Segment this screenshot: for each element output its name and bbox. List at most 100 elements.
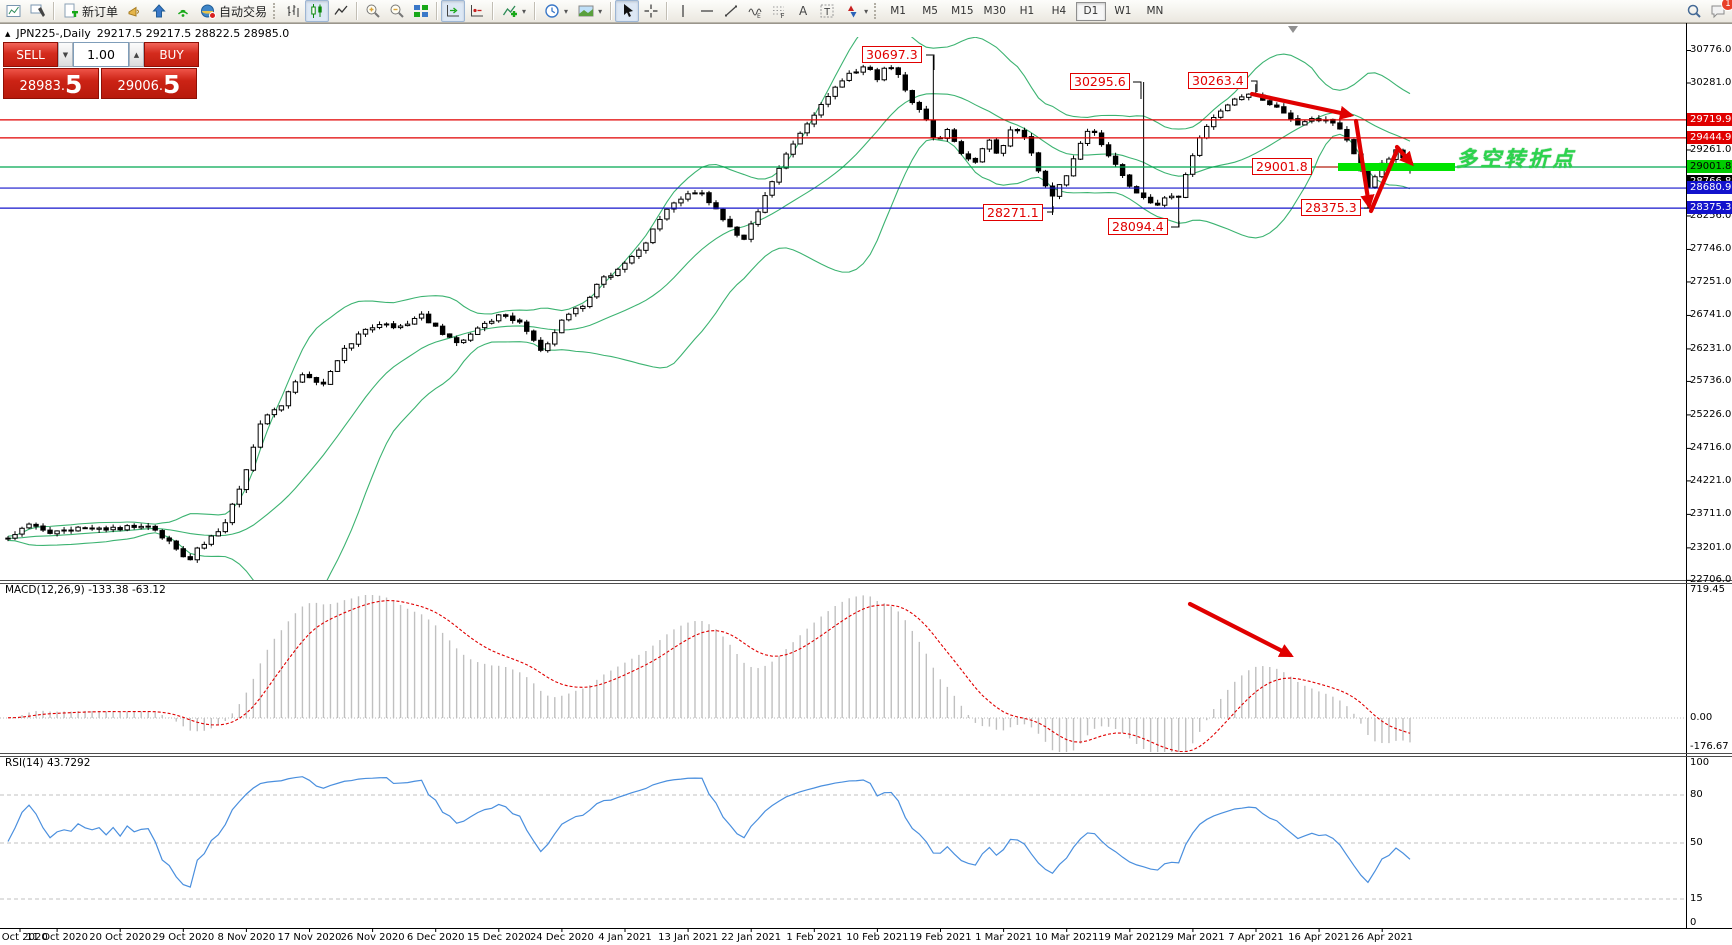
candlestick-chart-button[interactable]	[305, 0, 330, 22]
horizontal-line-tool-button[interactable]	[695, 0, 719, 22]
alerts-button[interactable]	[123, 0, 147, 22]
volume-increase-button[interactable]: ▲	[129, 42, 144, 67]
horn-icon	[128, 6, 140, 17]
period-button[interactable]: ▾	[539, 0, 573, 22]
bar-chart-button[interactable]	[281, 0, 305, 22]
publish-button[interactable]	[147, 0, 171, 22]
auto-trading-button[interactable]: 自动交易	[195, 0, 272, 22]
text-label-tool-button[interactable]: T	[815, 0, 839, 22]
auto-trading-globe-icon	[201, 4, 217, 19]
price-line-label: 29444.9	[1687, 130, 1732, 144]
chart-properties-button[interactable]	[26, 0, 50, 22]
vertical-line-tool-button[interactable]	[671, 0, 695, 22]
svg-text:E: E	[757, 13, 761, 19]
fibonacci-tool-button[interactable]: F	[767, 0, 791, 22]
collapse-triangle-icon[interactable]: ▲	[5, 29, 11, 38]
crosshair-tool-button[interactable]	[639, 0, 663, 22]
rsi-axis-label: 100	[1690, 757, 1710, 768]
auto-trading-label: 自动交易	[219, 4, 268, 19]
timeframe-button-mn[interactable]: MN	[1146, 5, 1164, 17]
ask-price-main: 29006.	[117, 79, 164, 94]
indicators-button[interactable]: ▾	[497, 0, 531, 22]
date-label: 19 Mar 2021	[1098, 932, 1162, 943]
toolbar-separator	[356, 2, 359, 20]
price-tick-label: 26741.0	[1690, 309, 1732, 321]
crosshair-icon	[644, 4, 658, 18]
price-callout-annotation: 29001.8	[1252, 158, 1312, 175]
timeframe-button-d1[interactable]: D1	[1075, 1, 1106, 21]
upload-icon	[152, 4, 166, 18]
signals-button[interactable]	[171, 0, 195, 22]
toolbar-separator	[666, 2, 669, 20]
candlestick-series	[5, 55, 1413, 563]
price-callout-annotation: 30295.6	[1070, 73, 1130, 90]
rsi-axis-label: 80	[1690, 789, 1703, 800]
bid-price-display[interactable]: 28983. 5	[3, 68, 99, 99]
date-label: 6 Dec 2020	[406, 932, 465, 943]
timeframe-button-m30[interactable]: M30	[983, 5, 1006, 17]
search-button[interactable]	[1682, 0, 1706, 22]
timeframe-button-h1[interactable]: H1	[1019, 5, 1035, 17]
date-label: 1 Feb 2021	[786, 932, 843, 943]
macd-axis-label: 719.45	[1690, 584, 1725, 595]
chart-title: ▲ JPN225-,Daily 29217.5 29217.5 28822.5 …	[5, 27, 289, 40]
auto-scroll-icon	[447, 5, 460, 17]
new-order-button[interactable]: 新订单	[58, 0, 123, 22]
main-toolbar: 新订单 自动交易 ▾ ▾ ▾ E F A T ▾	[0, 0, 1732, 23]
line-chart-icon	[334, 5, 348, 15]
timeframe-button-m1[interactable]: M1	[890, 5, 906, 17]
callout-connector	[926, 54, 935, 70]
price-line-label: 28375.3	[1687, 201, 1732, 215]
buy-button[interactable]: BUY	[144, 42, 199, 67]
volume-input[interactable]: 1.00	[73, 42, 129, 67]
chart-canvas[interactable]	[0, 23, 1732, 945]
price-tick-label: 24716.0	[1690, 442, 1732, 454]
text-tool-button[interactable]: A	[791, 0, 815, 22]
zoom-in-button[interactable]	[361, 0, 385, 22]
timeframe-button-h4[interactable]: H4	[1051, 5, 1067, 17]
bid-price-big-digit: 5	[65, 70, 83, 99]
new-chart-button[interactable]	[2, 0, 26, 22]
chart-shift-icon	[471, 5, 484, 17]
timeframe-button-m5[interactable]: M5	[922, 5, 938, 17]
symbol-period-label: JPN225-,Daily	[16, 27, 91, 40]
timeframe-button-w1[interactable]: W1	[1114, 5, 1132, 17]
price-axis: 30776.0 30281.0 29261.0 28256.0 27746.0 27251…	[1686, 0, 1732, 945]
line-chart-button[interactable]	[329, 0, 353, 22]
rsi-pane	[0, 776, 1686, 900]
chart-window-icon	[6, 5, 21, 17]
green-zone-annotation	[1338, 162, 1455, 171]
chart-shift-marker-icon[interactable]	[1288, 26, 1298, 33]
trend-arrow-annotation	[1394, 144, 1414, 167]
timeframe-button-m15[interactable]: M15	[951, 5, 974, 17]
elliott-waves-tool-button[interactable]: E	[743, 0, 767, 22]
tile-windows-button[interactable]	[409, 0, 433, 22]
trendline-tool-button[interactable]	[719, 0, 743, 22]
one-click-trading-panel: SELL ▼ 1.00 ▲ BUY 28983. 5 29006. 5	[3, 42, 199, 99]
trend-arrow-annotation	[1368, 145, 1401, 214]
vertical-line-icon	[682, 5, 684, 17]
ask-price-big-digit: 5	[163, 70, 181, 99]
tile-windows-icon	[414, 5, 429, 17]
date-label: 1 Mar 2021	[975, 932, 1033, 943]
candlestick-icon	[311, 4, 322, 18]
new-order-icon	[64, 3, 78, 18]
auto-scroll-button[interactable]	[441, 0, 466, 22]
date-label: 7 Apr 2021	[1228, 932, 1284, 943]
zoom-out-button[interactable]	[385, 0, 409, 22]
price-line-label: 29719.9	[1687, 112, 1732, 126]
chart-shift-button[interactable]	[465, 0, 489, 22]
sell-button[interactable]: SELL	[3, 42, 58, 67]
arrows-tool-button[interactable]: ▾	[839, 0, 873, 22]
price-callout-annotation: 30697.3	[862, 46, 922, 63]
toolbar-separator	[610, 2, 613, 20]
toolbar-grip	[874, 3, 879, 19]
cursor-tool-button[interactable]	[615, 0, 640, 22]
ask-price-display[interactable]: 29006. 5	[101, 68, 197, 99]
volume-decrease-button[interactable]: ▼	[58, 42, 73, 67]
waves-icon: E	[748, 8, 762, 19]
notifications-button[interactable]: 1	[1706, 0, 1732, 22]
toolbar-grip	[273, 3, 278, 19]
templates-button[interactable]: ▾	[573, 0, 607, 22]
price-line-label: 29001.8	[1687, 159, 1732, 173]
